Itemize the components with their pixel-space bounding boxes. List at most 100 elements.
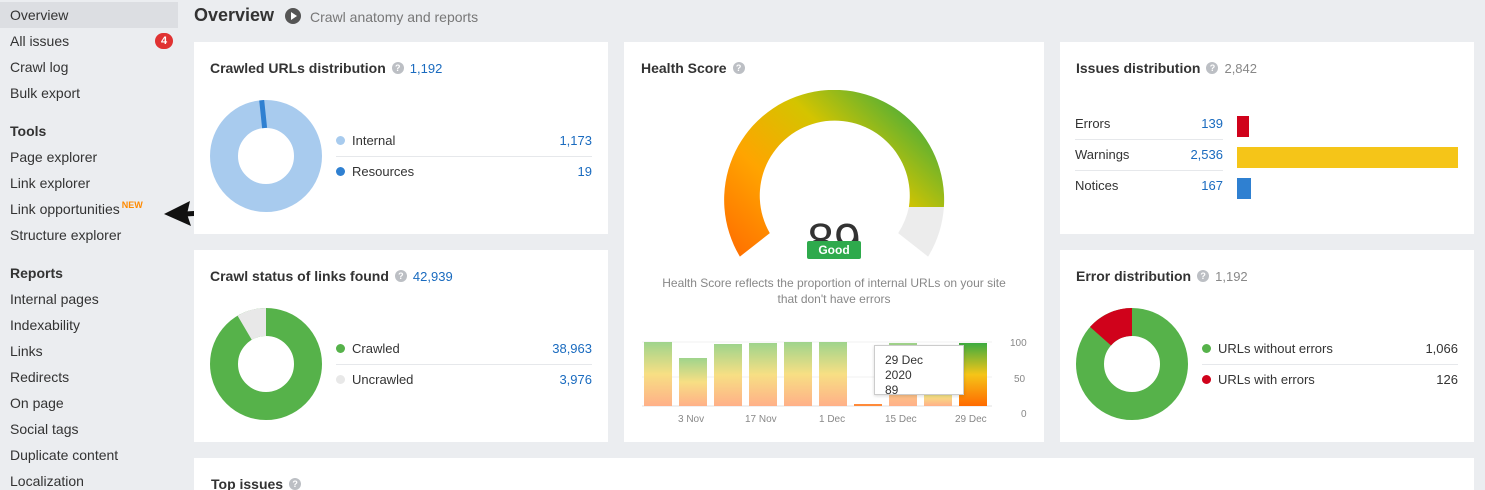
tooltip-date: 29 Dec 2020: [885, 353, 924, 382]
health-score-card: Health Score? 89 Good Health Score refle…: [624, 42, 1044, 442]
sidebar-item-on-page[interactable]: On page: [0, 390, 178, 416]
legend-dot: [336, 375, 345, 385]
legend-value[interactable]: 1,173: [559, 133, 592, 148]
total-count[interactable]: 42,939: [412, 269, 453, 284]
donut-slice-resources: [259, 100, 268, 129]
total-count: 1,192: [1215, 269, 1248, 284]
page-title: Overview: [194, 5, 275, 25]
crawled-urls-donut: [210, 100, 322, 212]
legend-item-crawled[interactable]: Crawled 38,963: [336, 333, 592, 364]
legend-item-urls-with-errors[interactable]: URLs with errors 126: [1202, 364, 1458, 395]
issue-row-errors[interactable]: Errors 139: [1075, 108, 1458, 139]
sidebar-item-localization[interactable]: Localization: [0, 468, 178, 490]
health-score-description: Health Score reflects the proportion of …: [662, 276, 1006, 306]
issue-count[interactable]: 139: [1201, 116, 1223, 131]
legend-item-urls-without-errors[interactable]: URLs without errors 1,066: [1202, 333, 1458, 364]
sidebar-item-label: Social tags: [10, 421, 79, 437]
y-tick-label: 0: [1021, 409, 1027, 420]
sidebar-item-overview[interactable]: Overview: [0, 2, 178, 28]
history-bar[interactable]: [679, 358, 707, 406]
sidebar-item-bulk-export[interactable]: Bulk export: [0, 80, 178, 106]
new-tag: NEW: [121, 200, 143, 210]
sidebar-item-indexability[interactable]: Indexability: [0, 312, 178, 338]
top-issues-card: Top issues?: [194, 458, 1474, 490]
help-icon[interactable]: ?: [394, 270, 407, 283]
help-icon[interactable]: ?: [1197, 270, 1210, 283]
chart-tooltip: 29 Dec 2020 89: [874, 345, 964, 397]
card-title: Health Score?: [641, 60, 745, 76]
sidebar-item-label: Duplicate content: [10, 447, 119, 463]
history-bar[interactable]: [714, 344, 742, 406]
legend-value[interactable]: 38,963: [552, 341, 592, 356]
legend-item-resources[interactable]: Resources 19: [336, 156, 592, 187]
donut-slice-uncrawled: [237, 308, 267, 341]
crawl-status-donut: [210, 308, 322, 420]
legend-dot: [336, 136, 345, 146]
history-bar[interactable]: [819, 342, 847, 406]
legend-label: URLs without errors: [1218, 341, 1333, 356]
issue-label: Errors: [1075, 116, 1111, 131]
issue-label: Notices: [1075, 178, 1119, 193]
issue-bar: [1237, 116, 1249, 137]
sidebar-item-links[interactable]: Links: [0, 338, 178, 364]
sidebar-item-link-opportunities[interactable]: Link opportunities NEW: [0, 196, 178, 222]
divider: [336, 156, 592, 157]
sidebar-item-crawl-log[interactable]: Crawl log: [0, 54, 178, 80]
page-subtitle[interactable]: Crawl anatomy and reports: [310, 9, 479, 25]
sidebar-item-link-explorer[interactable]: Link explorer: [0, 170, 178, 196]
play-video-icon[interactable]: [285, 8, 301, 24]
legend-value[interactable]: 19: [577, 164, 592, 179]
sidebar-item-redirects[interactable]: Redirects: [0, 364, 178, 390]
donut-slice-errors: [1090, 308, 1133, 347]
sidebar-item-label: Localization: [10, 473, 84, 489]
x-tick-label: 1 Dec: [819, 414, 846, 425]
help-icon[interactable]: ?: [391, 62, 404, 75]
y-tick-label: 50: [1014, 374, 1026, 385]
card-title: Crawl status of links found? 42,939: [210, 268, 453, 284]
issue-count[interactable]: 167: [1201, 178, 1223, 193]
legend-label: Uncrawled: [352, 372, 414, 387]
issue-row-warnings[interactable]: Warnings 2,536: [1075, 139, 1458, 170]
issues-count-badge: 4: [155, 33, 173, 49]
issue-row-notices[interactable]: Notices 167: [1075, 170, 1458, 201]
issue-count[interactable]: 2,536: [1190, 147, 1223, 162]
legend-label: Crawled: [352, 341, 400, 356]
sidebar-item-page-explorer[interactable]: Page explorer: [0, 144, 178, 170]
legend-value: 1,066: [1425, 341, 1458, 356]
history-bar[interactable]: [784, 342, 812, 406]
history-bar[interactable]: [749, 343, 777, 406]
health-status-badge: Good: [807, 241, 861, 259]
history-bar[interactable]: [644, 342, 672, 406]
legend-dot: [1202, 344, 1211, 354]
error-distribution-card: Error distribution? 1,192 URLs without er…: [1060, 250, 1474, 442]
legend-item-internal[interactable]: Internal 1,173: [336, 125, 592, 156]
total-count[interactable]: 1,192: [409, 61, 443, 76]
divider: [1202, 364, 1458, 365]
sidebar-item-internal-pages[interactable]: Internal pages: [0, 286, 178, 312]
error-distribution-donut: [1076, 308, 1188, 420]
x-tick-label: 17 Nov: [745, 414, 777, 425]
sidebar-item-label: Overview: [10, 7, 69, 23]
history-bar[interactable]: [854, 404, 882, 406]
sidebar-item-label: On page: [10, 395, 64, 411]
y-tick-label: 100: [1010, 338, 1027, 349]
help-icon[interactable]: ?: [732, 62, 745, 75]
legend-value[interactable]: 3,976: [559, 372, 592, 387]
help-icon[interactable]: ?: [289, 478, 302, 490]
sidebar-section-tools: Tools: [10, 123, 47, 139]
sidebar-item-structure-explorer[interactable]: Structure explorer: [0, 222, 178, 248]
card-title: Crawled URLs distribution? 1,192: [210, 60, 442, 76]
help-icon[interactable]: ?: [1206, 62, 1219, 75]
health-gauge: [724, 90, 945, 257]
sidebar-item-label: Link explorer: [10, 175, 91, 191]
sidebar-item-duplicate-content[interactable]: Duplicate content: [0, 442, 178, 468]
legend-item-uncrawled[interactable]: Uncrawled 3,976: [336, 364, 592, 395]
sidebar-item-social-tags[interactable]: Social tags: [0, 416, 178, 442]
issue-label: Warnings: [1075, 147, 1130, 162]
card-title-text: Error distribution: [1076, 268, 1192, 284]
divider: [1075, 170, 1223, 171]
sidebar-item-all-issues[interactable]: All issues 4: [0, 28, 178, 54]
card-title-text: Health Score: [641, 60, 727, 76]
total-count: 2,842: [1224, 61, 1258, 76]
card-title-text: Crawl status of links found: [210, 268, 389, 284]
